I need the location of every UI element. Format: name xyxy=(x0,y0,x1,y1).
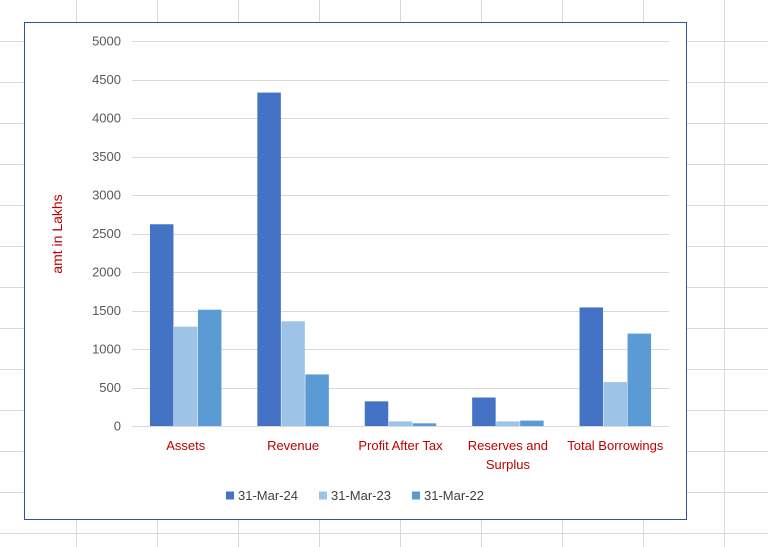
bar xyxy=(197,309,222,426)
bars xyxy=(149,92,652,426)
category-label: Profit After Tax xyxy=(358,438,443,453)
y-tick-label: 4000 xyxy=(92,111,121,126)
x-axis-categories: Assets Revenue Profit After Tax Reserves an… xyxy=(166,438,664,472)
bar xyxy=(305,374,329,426)
legend-label: 31-Mar-23 xyxy=(331,488,391,503)
legend-swatch xyxy=(319,491,327,500)
y-axis-title: amt in Lakhs xyxy=(49,194,65,273)
bar xyxy=(388,421,413,426)
y-tick-label: 2500 xyxy=(92,226,121,241)
y-axis-ticks: 0 500 1000 1500 2000 2500 3000 3500 4000 4500 5000 xyxy=(92,34,121,434)
y-tick-label: 1000 xyxy=(92,342,121,357)
bar xyxy=(603,382,628,426)
category-label: Reserves and xyxy=(468,438,548,453)
legend-label: 31-Mar-24 xyxy=(238,488,298,503)
y-tick-label: 0 xyxy=(114,419,121,434)
bar xyxy=(173,326,198,426)
bar xyxy=(520,420,544,426)
gridlines xyxy=(132,41,669,427)
bar xyxy=(579,307,604,426)
y-tick-label: 1500 xyxy=(92,303,121,318)
y-tick-label: 3500 xyxy=(92,149,121,164)
bar xyxy=(257,92,281,426)
y-tick-label: 500 xyxy=(99,380,121,395)
chart-area[interactable]: 0 500 1000 1500 2000 2500 3000 3500 4000 4500 5000… xyxy=(24,22,687,520)
y-tick-label: 2000 xyxy=(92,265,121,280)
y-tick-label: 5000 xyxy=(92,34,121,49)
category-label: Assets xyxy=(166,438,206,453)
y-tick-label: 3000 xyxy=(92,188,121,203)
category-label: Surplus xyxy=(486,457,531,472)
bar xyxy=(472,397,496,426)
legend-label: 31-Mar-22 xyxy=(424,488,484,503)
y-tick-label: 4500 xyxy=(92,72,121,87)
bar xyxy=(281,321,305,426)
bar xyxy=(412,423,437,426)
bar xyxy=(496,421,520,426)
category-label: Revenue xyxy=(267,438,319,453)
bar xyxy=(364,401,389,426)
legend-swatch xyxy=(412,491,420,500)
bar xyxy=(149,224,174,426)
legend-swatch xyxy=(226,491,234,500)
legend: 31-Mar-24 31-Mar-23 31-Mar-22 xyxy=(226,488,484,503)
bar-chart: 0 500 1000 1500 2000 2500 3000 3500 4000 4500 5000… xyxy=(49,34,669,503)
category-label: Total Borrowings xyxy=(567,438,664,453)
bar xyxy=(627,333,652,426)
